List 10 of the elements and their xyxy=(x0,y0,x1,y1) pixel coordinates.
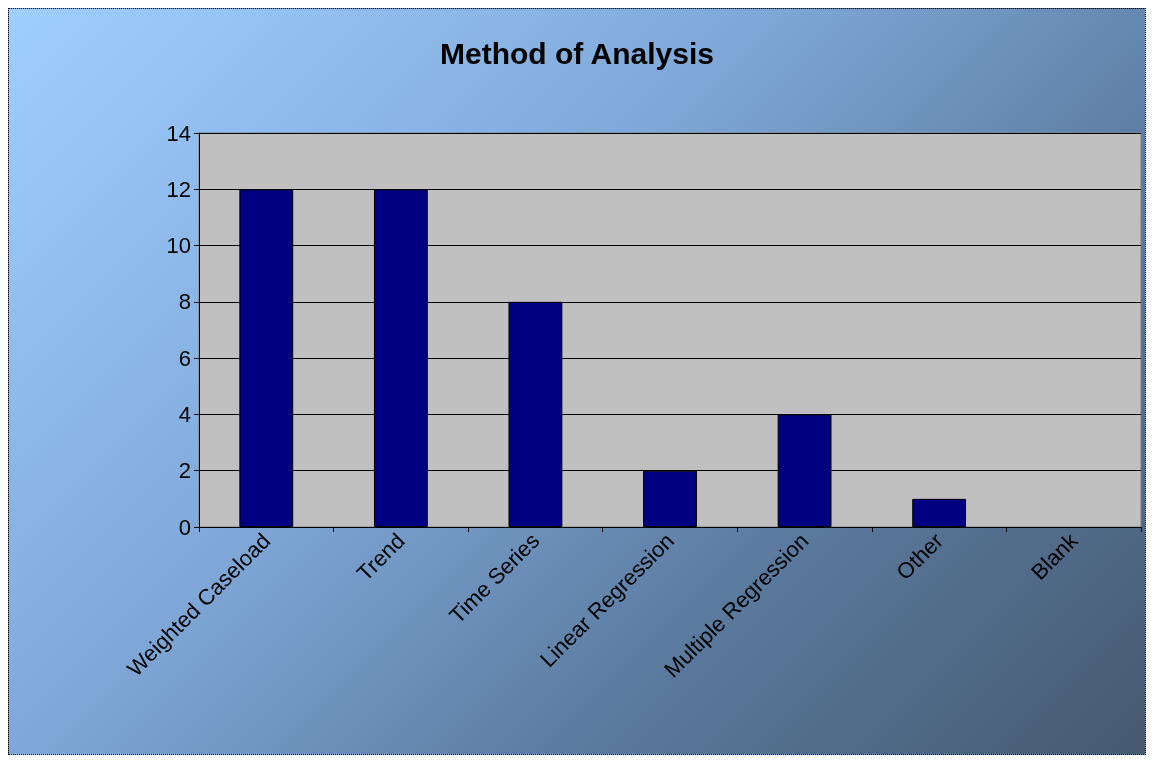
bar xyxy=(912,498,967,527)
y-tick-label: 12 xyxy=(166,176,191,202)
y-tick-label: 8 xyxy=(178,289,191,315)
chart-title: Method of Analysis xyxy=(440,36,714,70)
y-tick-label: 4 xyxy=(178,401,191,427)
y-tick-label: 14 xyxy=(166,120,191,146)
y-tick-label: 2 xyxy=(178,458,191,484)
y-tick-label: 0 xyxy=(178,514,191,540)
y-tick-label: 6 xyxy=(178,345,191,371)
y-tick-label: 10 xyxy=(166,233,191,259)
